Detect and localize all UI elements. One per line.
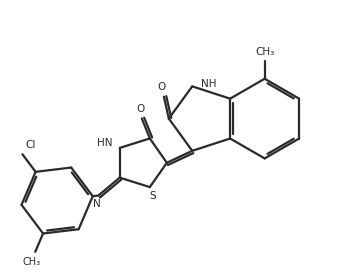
Text: Cl: Cl — [25, 140, 36, 150]
Text: NH: NH — [201, 79, 217, 89]
Text: O: O — [158, 82, 166, 92]
Text: S: S — [150, 191, 156, 201]
Text: N: N — [93, 198, 100, 208]
Text: HN: HN — [97, 138, 113, 148]
Text: CH₃: CH₃ — [22, 257, 40, 267]
Text: CH₃: CH₃ — [255, 47, 274, 57]
Text: O: O — [137, 103, 145, 113]
